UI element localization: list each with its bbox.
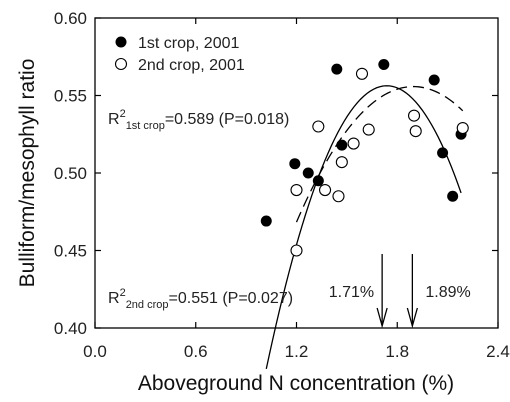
optimum-arrowhead	[406, 307, 418, 329]
y-tick-label: 0.60	[54, 9, 87, 28]
point-1st-crop	[378, 59, 390, 70]
r2-sub-1st: 1st crop	[126, 120, 165, 132]
point-1st-crop	[289, 158, 301, 170]
data-points	[260, 59, 469, 257]
x-tick-label: 0.6	[184, 342, 208, 361]
y-tick-label: 0.40	[54, 319, 87, 338]
optimum-arrowhead	[376, 307, 388, 329]
r2-sub-2nd: 2nd crop	[126, 299, 169, 311]
y-tick-label: 0.50	[54, 164, 87, 183]
r2-sup-2nd: 2	[120, 287, 126, 299]
x-tick-label: 1.8	[385, 342, 409, 361]
optimum-label: 1.89%	[425, 284, 470, 301]
point-2nd-crop	[409, 125, 422, 138]
point-2nd-crop	[407, 109, 421, 122]
y-tick-label: 0.45	[54, 242, 87, 261]
legend-label-1st: 1st crop, 2001	[138, 35, 240, 52]
fit-curves	[265, 85, 464, 370]
legend: 1st crop, 2001 2nd crop, 2001	[114, 35, 245, 74]
r2-sup-1st: 2	[120, 108, 126, 120]
r2-base-2nd: R	[108, 290, 120, 307]
legend-marker-open	[114, 57, 128, 71]
optimum-label: 1.71%	[329, 284, 374, 301]
point-2nd-crop	[312, 120, 325, 133]
point-2nd-crop	[335, 156, 348, 169]
point-2nd-crop	[290, 184, 303, 197]
r2-annotation-1st: R21st crop=0.589 (P=0.018)	[108, 108, 289, 132]
r2-text-1st: =0.589 (P=0.018)	[165, 111, 290, 128]
point-2nd-crop	[347, 137, 360, 150]
point-1st-crop	[447, 190, 459, 202]
point-2nd-crop	[456, 122, 469, 135]
point-1st-crop	[428, 74, 440, 86]
point-1st-crop	[302, 167, 314, 179]
fit-curve-1st-crop	[265, 85, 462, 370]
optimum-markers: 1.71% 1.89%	[329, 254, 471, 329]
y-axis-label: Bulliform/mesophyll ratio	[16, 59, 39, 288]
y-tick-label: 0.55	[54, 87, 87, 106]
r2-base-1st: R	[108, 111, 120, 128]
point-1st-crop	[312, 175, 324, 187]
fit-curve-2nd-crop	[295, 85, 464, 223]
point-1st-crop	[260, 215, 272, 227]
legend-marker-filled	[115, 36, 127, 48]
point-2nd-crop	[318, 184, 332, 197]
point-2nd-crop	[290, 244, 303, 257]
point-2nd-crop	[355, 67, 369, 80]
point-1st-crop	[437, 147, 449, 159]
point-1st-crop	[336, 139, 348, 151]
r2-annotation-2nd: R22nd crop=0.551 (P=0.027)	[108, 287, 293, 311]
x-tick-label: 2.4	[486, 342, 510, 361]
point-1st-crop	[331, 63, 343, 75]
x-tick-label: 0.0	[83, 342, 107, 361]
r2-text-2nd: =0.551 (P=0.027)	[169, 290, 294, 307]
x-axis-label: Aboveground N concentration (%)	[138, 372, 454, 395]
point-2nd-crop	[362, 123, 375, 136]
x-tick-label: 1.2	[285, 342, 309, 361]
point-2nd-crop	[332, 190, 345, 203]
legend-label-2nd: 2nd crop, 2001	[138, 57, 245, 74]
plot-frame	[94, 17, 499, 329]
axis-ticks: 0.0 0.6 1.2 1.8 2.4 0.40 0.45 0.50 0.55 0.60	[54, 9, 510, 361]
